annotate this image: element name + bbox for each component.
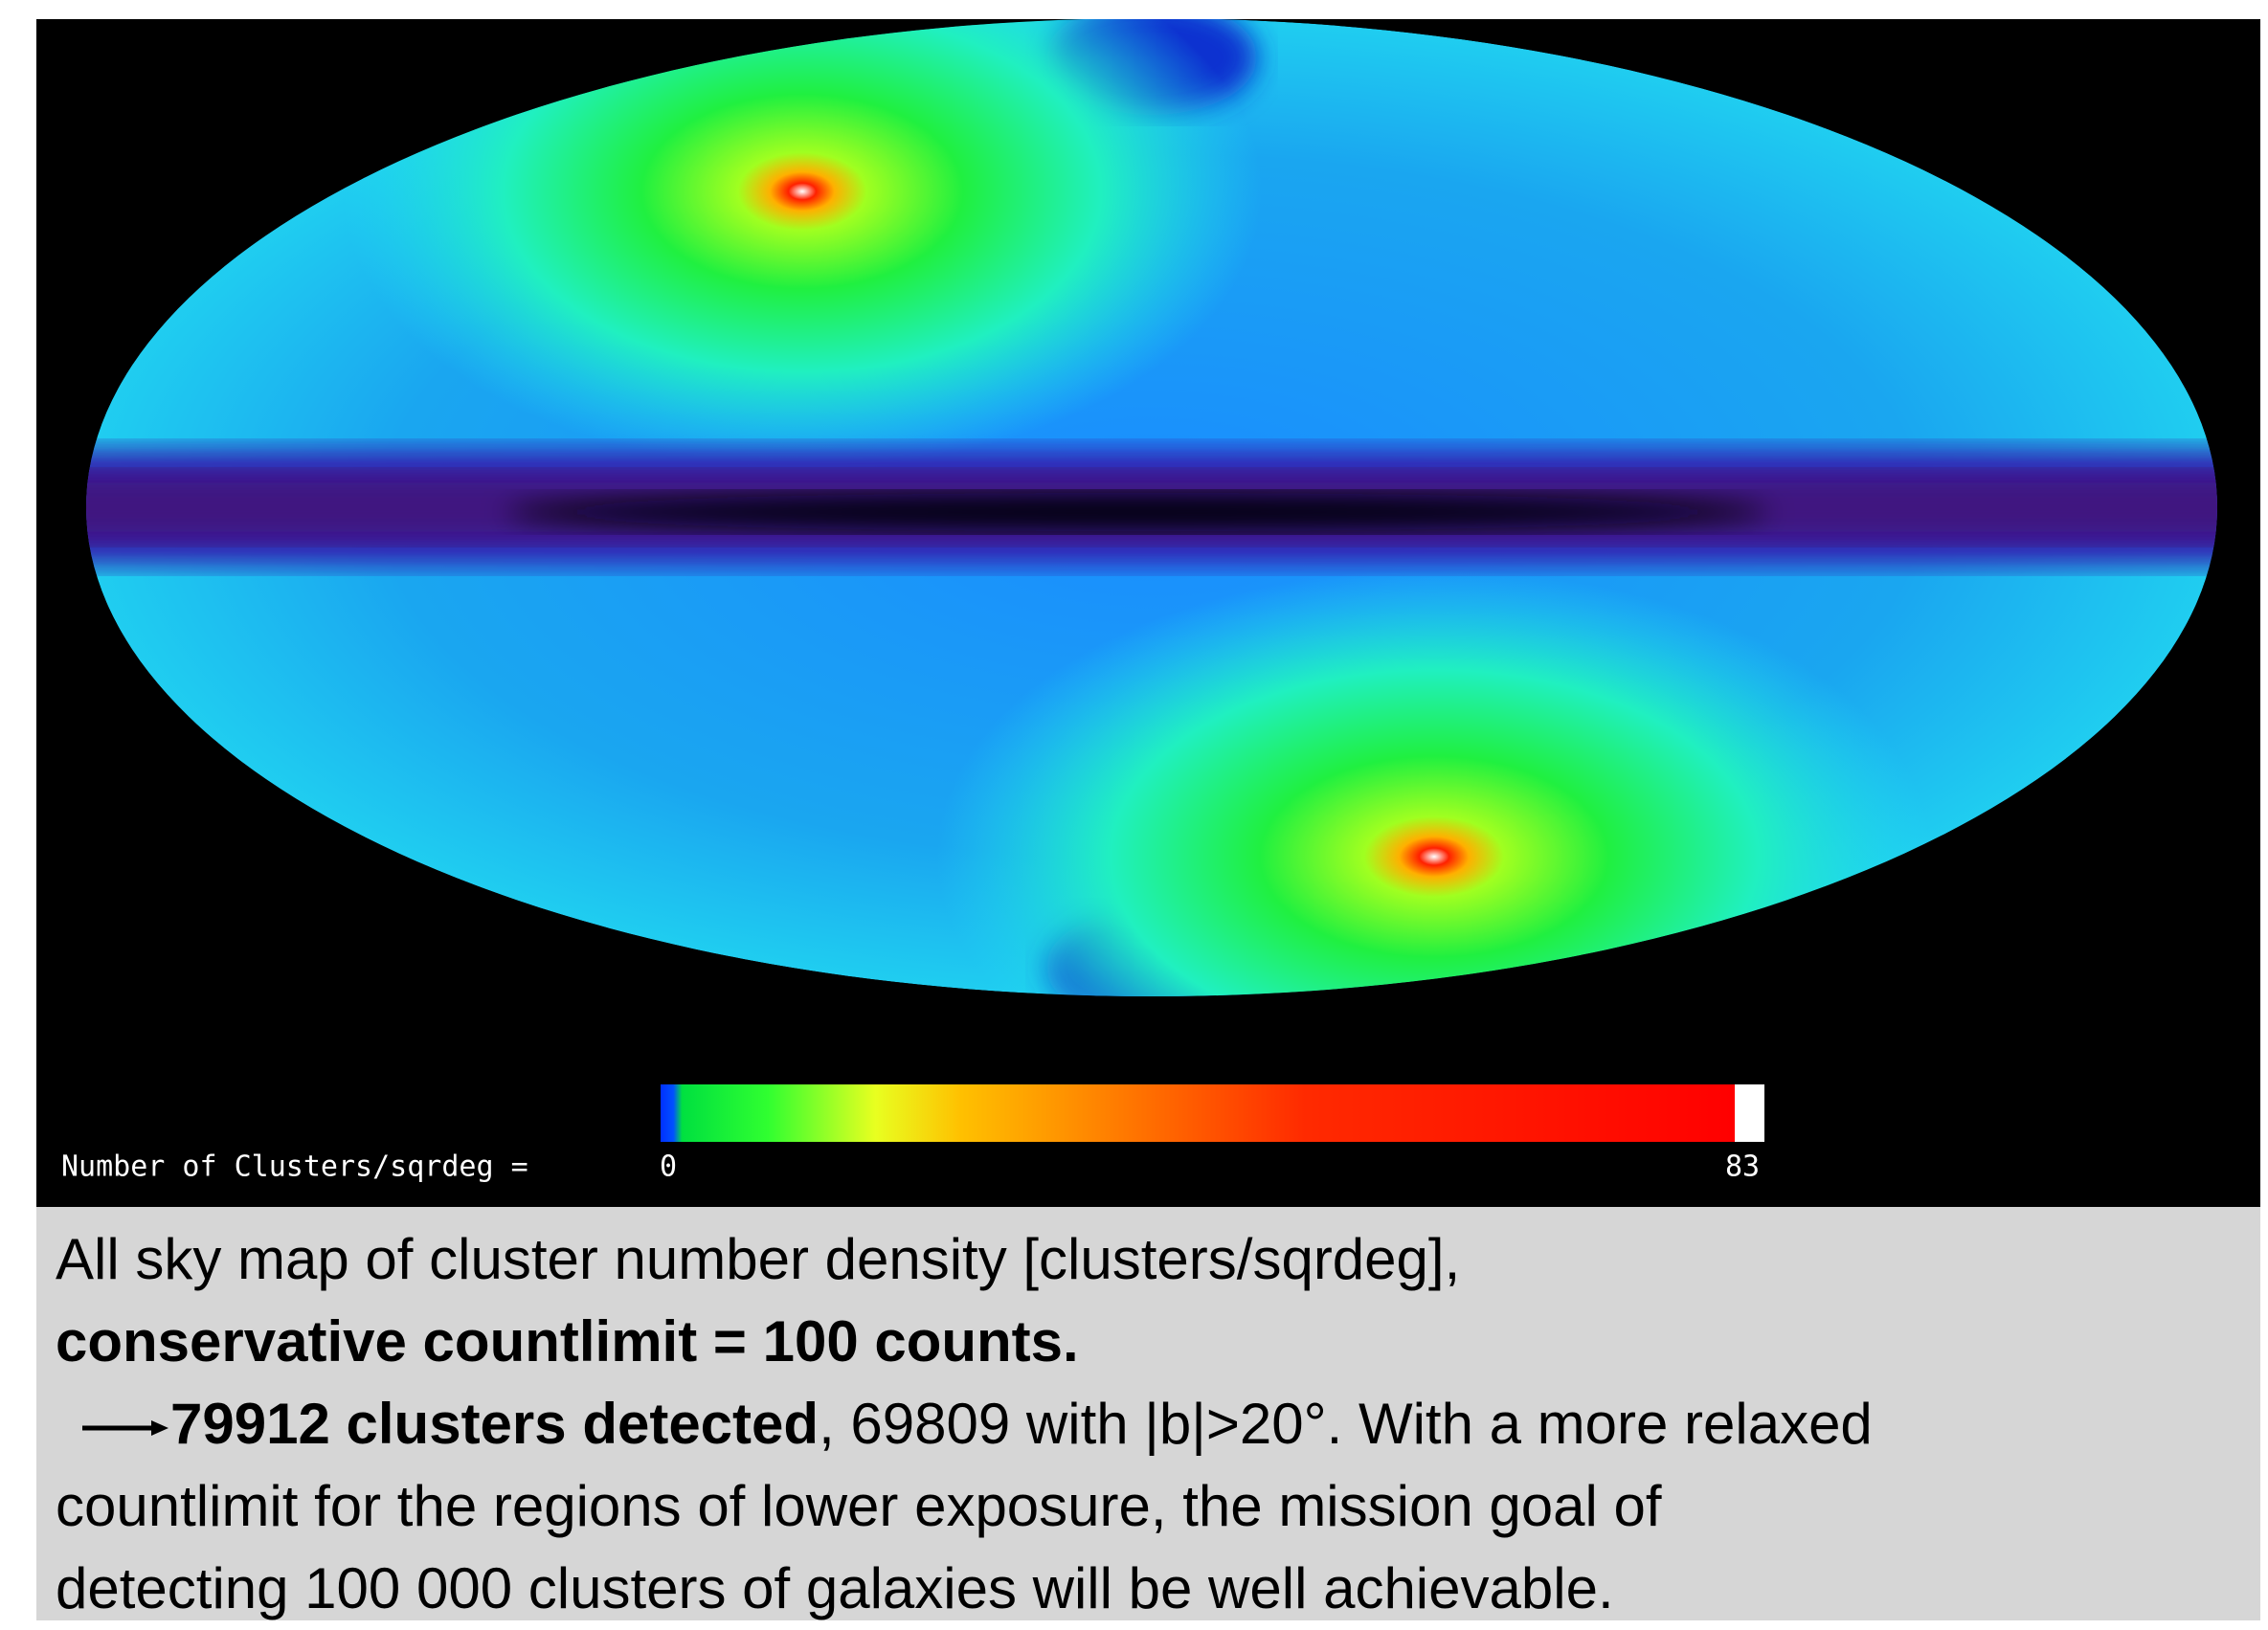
colorbar: [661, 1084, 1735, 1142]
caption-line: conservative countlimit = 100 counts.: [56, 1301, 1079, 1383]
colorbar-tick-label: 83: [1725, 1150, 1760, 1184]
caption-line: detecting 100 000 clusters of galaxies w…: [56, 1548, 1614, 1630]
caption-line: 79912 clusters detected, 69809 with |b|>…: [56, 1383, 1873, 1465]
sky-map-panel: Number of Clusters/sqrdeg = 0 83: [36, 19, 2260, 1207]
caption-line: All sky map of cluster number density [c…: [56, 1218, 1460, 1301]
arrow-icon: [56, 1409, 170, 1447]
caption-text: , 69809 with |b|>20°. With a more relaxe…: [819, 1392, 1873, 1456]
figure: Number of Clusters/sqrdeg = 0 83 All sky …: [36, 19, 2260, 1620]
colorbar-label: Number of Clusters/sqrdeg =: [61, 1150, 528, 1184]
colorbar-tick-label: 0: [660, 1150, 677, 1184]
caption: All sky map of cluster number density [c…: [36, 1207, 2260, 1620]
caption-line: countlimit for the regions of lower expo…: [56, 1465, 1662, 1548]
colorbar-cap: [1735, 1084, 1764, 1142]
caption-highlight: 79912 clusters detected: [170, 1392, 819, 1456]
